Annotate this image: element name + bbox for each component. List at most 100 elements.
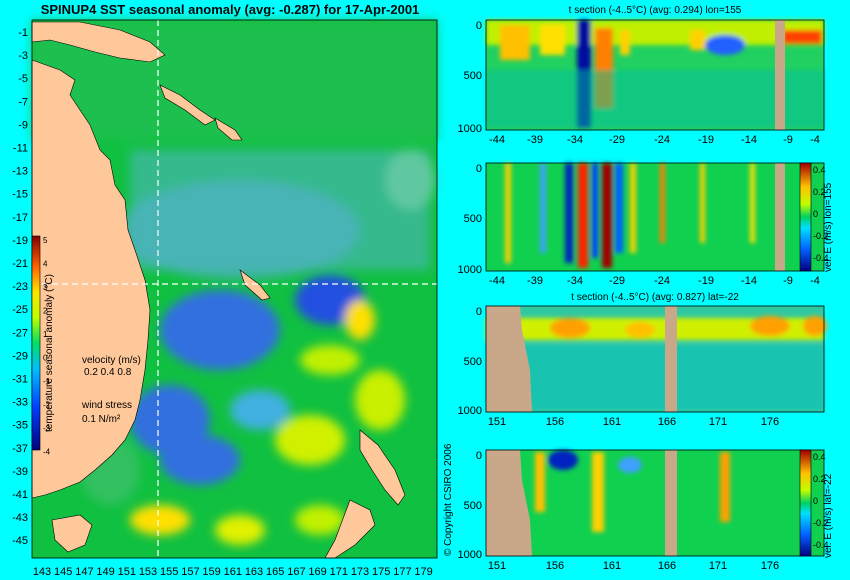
map-x-tick: 165 <box>266 566 284 578</box>
section-x-tick: -29 <box>609 275 625 287</box>
map-y-tick: -9 <box>18 119 28 131</box>
map-x-tick: 145 <box>54 566 72 578</box>
section-x-tick: -19 <box>698 275 714 287</box>
map-colorbar-tick: -3 <box>43 424 51 433</box>
section-x-tick: 176 <box>761 416 779 428</box>
section-y-tick: 1000 <box>458 405 482 417</box>
map-y-tick: -35 <box>12 420 28 432</box>
section-colorbar-tick: 0.4 <box>813 452 826 462</box>
map-x-tick: 171 <box>330 566 348 578</box>
section-x-tick: 156 <box>546 560 564 572</box>
wind-legend-label: wind stress <box>82 400 133 411</box>
section-x-tick: -19 <box>698 134 714 146</box>
section-colorbar-tick: -0.2 <box>813 231 829 241</box>
section-y-tick: 500 <box>464 356 482 368</box>
section-x-tick: -29 <box>609 134 625 146</box>
map-colorbar-label: temperature seasonal anomaly (°C) <box>44 274 55 432</box>
map-y-tick: -7 <box>18 96 28 108</box>
velocity-legend-label: velocity (m/s) <box>82 355 141 366</box>
section-colorbar-tick: 0 <box>813 209 818 219</box>
section-y-tick: 1000 <box>458 264 482 276</box>
map-x-tick: 159 <box>202 566 220 578</box>
map-colorbar <box>31 235 41 451</box>
map-x-tick: 175 <box>372 566 390 578</box>
map-colorbar-tick: 3 <box>43 283 48 292</box>
map-y-tick: -33 <box>12 397 28 409</box>
section-colorbar-tick: 0 <box>813 496 818 506</box>
section-x-tick: 151 <box>488 416 506 428</box>
section2-colorbar <box>799 162 812 272</box>
map-y-tick: -29 <box>12 350 28 362</box>
map-y-tick: -11 <box>13 143 28 155</box>
section-x-tick: -14 <box>741 275 757 287</box>
map-x-tick: 153 <box>139 566 157 578</box>
section-y-tick: 0 <box>476 450 482 462</box>
section-y-tick: 1000 <box>458 123 482 135</box>
section-colorbar-tick: -0.4 <box>813 253 829 263</box>
map-y-tick: -1 <box>18 27 28 39</box>
map-x-tick: 157 <box>181 566 199 578</box>
section-y-tick: 0 <box>476 20 482 32</box>
map-colorbar-tick: -1 <box>43 377 51 386</box>
section2-plot <box>485 162 825 272</box>
section-x-tick: 161 <box>603 416 621 428</box>
section-y-tick: 0 <box>476 306 482 318</box>
map-y-tick: -31 <box>12 374 28 386</box>
map-title: SPINUP4 SST seasonal anomaly (avg: -0.28… <box>40 2 420 17</box>
map-y-tick: -43 <box>12 512 28 524</box>
section3-plot <box>485 305 827 413</box>
map-x-tick: 167 <box>287 566 305 578</box>
map-x-tick: 147 <box>75 566 93 578</box>
map-colorbar-tick: -4 <box>43 448 51 457</box>
section-x-tick: -14 <box>741 134 757 146</box>
map-y-axis: -1 -3 -5 -7 -9 -11 -13 -15 -17 -19 -21 -23 -25 -27 -29… <box>12 27 28 547</box>
map-x-tick: 161 <box>224 566 242 578</box>
map-x-tick: 163 <box>245 566 263 578</box>
section-x-tick: -34 <box>567 275 583 287</box>
map-colorbar-tick: 1 <box>43 330 48 339</box>
section-x-tick: 171 <box>709 416 727 428</box>
map-x-tick: 151 <box>118 566 136 578</box>
section-x-tick: -24 <box>654 275 670 287</box>
velocity-legend-values: 0.2 0.4 0.8 <box>84 367 132 378</box>
map-y-tick: -45 <box>12 535 28 547</box>
map-x-tick: 155 <box>160 566 178 578</box>
section1-plot <box>485 19 825 131</box>
section-x-tick: -9 <box>783 134 793 146</box>
map-y-tick: -15 <box>12 189 28 201</box>
section1-title: t section (-4..5°C) (avg: 0.294) lon=155 <box>568 5 742 16</box>
map-x-axis: 143 145 147 149 151 153 155 157 159 161 163 165 167 1… <box>33 566 433 578</box>
section2-colorbar-label: vel. E (m/s) lon=155 <box>823 182 834 272</box>
section-x-tick: 166 <box>658 560 676 572</box>
map-y-tick: -37 <box>12 443 28 455</box>
section-y-tick: 1000 <box>458 549 482 561</box>
map-y-tick: -27 <box>12 327 28 339</box>
map-x-tick: 149 <box>96 566 114 578</box>
section-y-tick: 500 <box>464 70 482 82</box>
section-x-tick: -39 <box>527 134 543 146</box>
sst-map <box>31 19 438 559</box>
map-colorbar-tick: 0 <box>43 354 48 363</box>
map-y-tick: -19 <box>12 235 28 247</box>
section-x-tick: -4 <box>810 275 820 287</box>
map-y-tick: -21 <box>12 258 28 270</box>
map-y-tick: -5 <box>18 73 28 85</box>
section-colorbar-tick: -0.2 <box>813 518 829 528</box>
map-x-tick: 169 <box>308 566 326 578</box>
map-y-tick: -23 <box>12 281 28 293</box>
section3-title: t section (-4..5°C) (avg: 0.827) lat=-22 <box>571 292 739 303</box>
section-x-tick: -34 <box>567 134 583 146</box>
section-colorbar-tick: 0.2 <box>813 187 826 197</box>
section-x-tick: 171 <box>709 560 727 572</box>
section-x-tick: 151 <box>488 560 506 572</box>
map-x-tick: 177 <box>393 566 411 578</box>
section-x-tick: -44 <box>489 134 505 146</box>
section-x-tick: 176 <box>761 560 779 572</box>
map-x-tick: 143 <box>33 566 51 578</box>
section-x-tick: 166 <box>658 416 676 428</box>
section-colorbar-tick: 0.2 <box>813 474 826 484</box>
map-colorbar-tick: -2 <box>43 401 51 410</box>
section-x-tick: -4 <box>810 134 820 146</box>
copyright: © Copyright CSIRO 2006 <box>443 443 454 556</box>
